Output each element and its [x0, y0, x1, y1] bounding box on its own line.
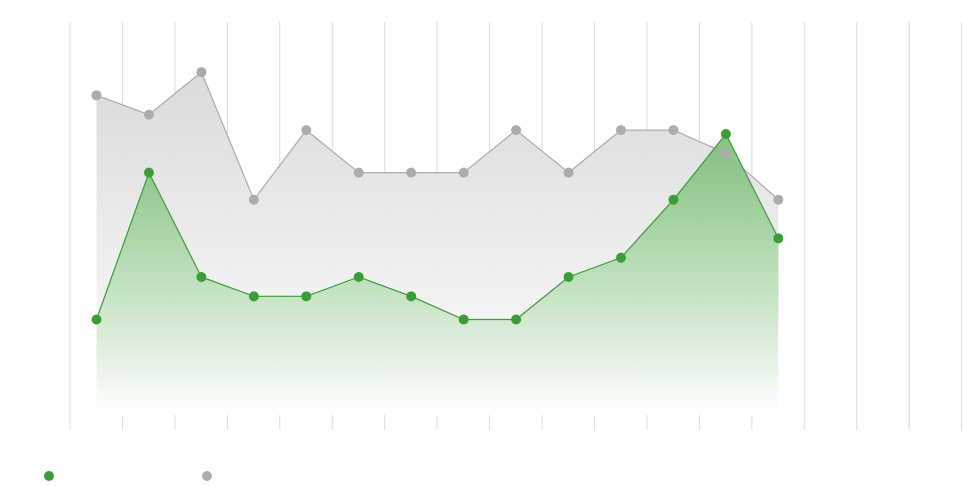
series-1-point[interactable]: [773, 233, 784, 244]
series-2-point[interactable]: [720, 148, 731, 159]
series-1-point[interactable]: [196, 271, 207, 282]
series-2-point[interactable]: [301, 125, 312, 136]
series-points: [91, 67, 784, 325]
series-1-point[interactable]: [91, 314, 102, 325]
legend-marker-series-1[interactable]: [44, 471, 54, 481]
series-1-point[interactable]: [458, 314, 469, 325]
series-2-point[interactable]: [563, 167, 574, 178]
series-lines: [95, 71, 779, 321]
series-1-point[interactable]: [616, 252, 626, 263]
series-2-line: [96, 71, 779, 201]
series-2-point[interactable]: [91, 90, 102, 101]
series-1-point[interactable]: [511, 314, 522, 325]
legend: [44, 471, 212, 481]
legend-marker-series-2[interactable]: [202, 471, 212, 481]
series-1-point[interactable]: [248, 291, 259, 302]
series-1-area: [96, 133, 779, 416]
series-2-point[interactable]: [668, 125, 679, 136]
series-2-point[interactable]: [353, 167, 364, 178]
series-2-point[interactable]: [773, 194, 784, 205]
series-areas: [96, 72, 779, 416]
series-1-point[interactable]: [301, 291, 312, 302]
series-2-point[interactable]: [458, 167, 469, 178]
series-1-point[interactable]: [720, 128, 731, 139]
series-2-point[interactable]: [511, 125, 522, 136]
series-2-point[interactable]: [406, 167, 417, 178]
series-2-point[interactable]: [248, 194, 259, 205]
series-2-point[interactable]: [196, 67, 207, 78]
series-1-point[interactable]: [563, 271, 574, 282]
series-1-point[interactable]: [406, 291, 417, 302]
series-1-point[interactable]: [668, 194, 679, 205]
series-1-line: [95, 132, 779, 321]
series-2-point[interactable]: [616, 125, 626, 136]
series-1-point[interactable]: [353, 271, 364, 282]
series-1-point[interactable]: [143, 167, 154, 178]
series-2-point[interactable]: [143, 109, 154, 120]
